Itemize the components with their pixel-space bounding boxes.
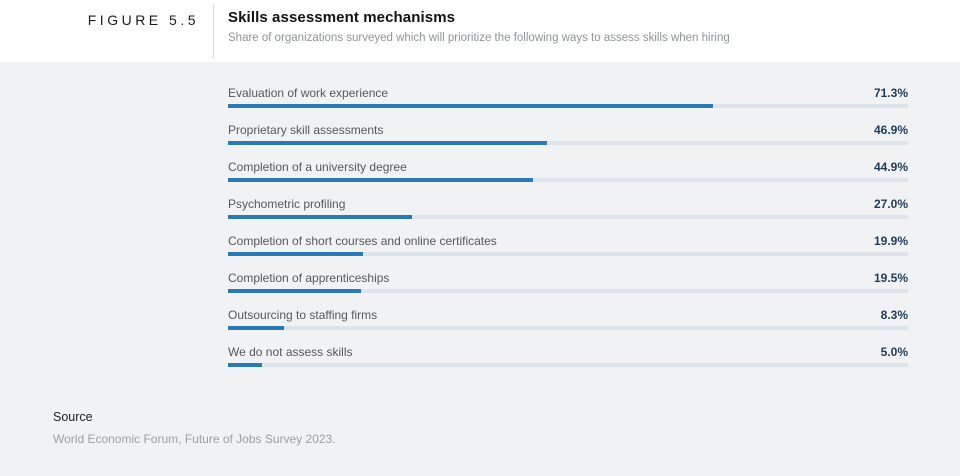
bar-value: 19.9% (873, 234, 908, 248)
bar-label: Completion of apprenticeships (228, 271, 390, 285)
bar-label-line: Completion of apprenticeships 19.5% (228, 271, 908, 285)
source-block: Source World Economic Forum, Future of J… (0, 410, 960, 446)
bar-label-line: Completion of a university degree 44.9% (228, 160, 908, 174)
bar-fill (228, 252, 364, 256)
bar-row: Completion of apprenticeships 19.5% (228, 271, 908, 308)
figure-subtitle: Share of organizations surveyed which wi… (228, 32, 730, 44)
figure-header: FIGURE 5.5 Skills assessment mechanisms … (0, 0, 960, 62)
bar-track (228, 326, 908, 330)
bar-label-line: Outsourcing to staffing firms 8.3% (228, 308, 908, 322)
bar-fill (228, 215, 412, 219)
bar-label-line: Completion of short courses and online c… (228, 234, 908, 248)
bar-label: Evaluation of work experience (228, 86, 389, 100)
bar-value: 46.9% (873, 123, 908, 137)
bar-value: 27.0% (873, 197, 908, 211)
bar-fill (228, 141, 547, 145)
bar-track (228, 104, 908, 108)
bar-label-line: Proprietary skill assessments 46.9% (228, 123, 908, 137)
bar-track (228, 141, 908, 145)
bar-label-line: Evaluation of work experience 71.3% (228, 86, 908, 100)
bar-row: We do not assess skills 5.0% (228, 345, 908, 382)
bar-row: Evaluation of work experience 71.3% (228, 86, 908, 123)
bar-track (228, 215, 908, 219)
source-label: Source (53, 410, 93, 424)
bar-value: 5.0% (880, 345, 908, 359)
bar-label: Completion of short courses and online c… (228, 234, 497, 248)
bar-value: 44.9% (873, 160, 908, 174)
bar-label: Proprietary skill assessments (228, 123, 384, 137)
bar-row: Psychometric profiling 27.0% (228, 197, 908, 234)
bar-track (228, 252, 908, 256)
figure-title: Skills assessment mechanisms (228, 9, 456, 26)
bar-row: Outsourcing to staffing firms 8.3% (228, 308, 908, 345)
bar-value: 19.5% (873, 271, 908, 285)
bar-row: Proprietary skill assessments 46.9% (228, 123, 908, 160)
bar-row: Completion of short courses and online c… (228, 234, 908, 271)
bar-fill (228, 178, 534, 182)
bar-fill (228, 289, 361, 293)
bar-value: 71.3% (873, 86, 908, 100)
bar-value: 8.3% (880, 308, 908, 322)
bar-track (228, 363, 908, 367)
bar-track (228, 178, 908, 182)
bar-label-line: Psychometric profiling 27.0% (228, 197, 908, 211)
bar-label: Psychometric profiling (228, 197, 346, 211)
bar-label: Completion of a university degree (228, 160, 407, 174)
bar-label-line: We do not assess skills 5.0% (228, 345, 908, 359)
bar-fill (228, 363, 262, 367)
header-text: Skills assessment mechanisms Share of or… (214, 0, 730, 62)
header-divider (213, 5, 214, 58)
source-text: World Economic Forum, Future of Jobs Sur… (53, 432, 336, 446)
bar-track (228, 289, 908, 293)
bar-fill (228, 104, 713, 108)
bar-chart: Evaluation of work experience 71.3% Prop… (0, 86, 960, 382)
bar-label: Outsourcing to staffing firms (228, 308, 378, 322)
bar-fill (228, 326, 285, 330)
figure-number: FIGURE 5.5 (87, 12, 199, 28)
bar-row: Completion of a university degree 44.9% (228, 160, 908, 197)
bar-label: We do not assess skills (228, 345, 353, 359)
chart-area: Evaluation of work experience 71.3% Prop… (0, 62, 960, 476)
